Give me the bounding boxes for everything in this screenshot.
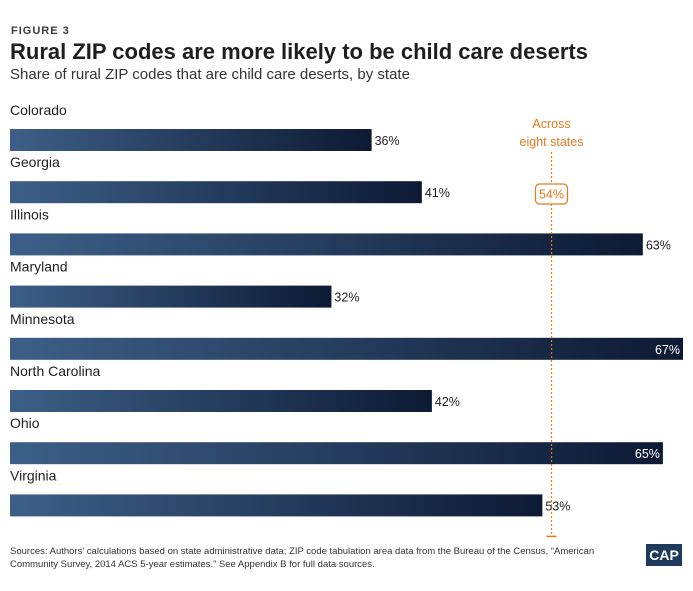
value-label: 32%	[334, 291, 359, 305]
category-label: Illinois	[10, 206, 49, 222]
chart-title: Rural ZIP codes are more likely to be ch…	[10, 39, 588, 64]
value-label: 36%	[375, 134, 400, 148]
reference-value-label: 54%	[539, 188, 564, 202]
category-label: Georgia	[10, 154, 60, 170]
bar-georgia	[10, 181, 422, 204]
value-label: 41%	[425, 186, 450, 200]
category-label: North Carolina	[10, 363, 100, 379]
value-label: 42%	[435, 395, 460, 409]
category-label: Colorado	[10, 102, 67, 118]
value-label: 67%	[655, 343, 680, 357]
sources-note: Sources: Authors' calculations based on …	[10, 546, 595, 570]
bar-ohio	[10, 442, 663, 465]
value-label: 65%	[635, 447, 660, 461]
bar-virginia	[10, 494, 543, 517]
category-label: Minnesota	[10, 311, 75, 327]
bar-colorado	[10, 129, 372, 151]
bar-maryland	[10, 285, 332, 308]
bar-illinois	[10, 233, 643, 256]
category-label: Virginia	[10, 467, 57, 483]
category-label: Maryland	[10, 259, 68, 275]
chart-subtitle: Share of rural ZIP codes that are child …	[10, 66, 410, 83]
value-label: 53%	[545, 499, 570, 513]
bar-minnesota	[10, 337, 683, 360]
reference-annotation-line1: Across	[532, 117, 570, 131]
value-label: 63%	[646, 238, 671, 252]
bar-north-carolina	[10, 390, 432, 412]
reference-annotation-line2: eight states	[520, 135, 584, 149]
figure-label: FIGURE 3	[11, 25, 70, 37]
category-label: Ohio	[10, 415, 40, 431]
cap-logo: CAP	[646, 544, 682, 566]
